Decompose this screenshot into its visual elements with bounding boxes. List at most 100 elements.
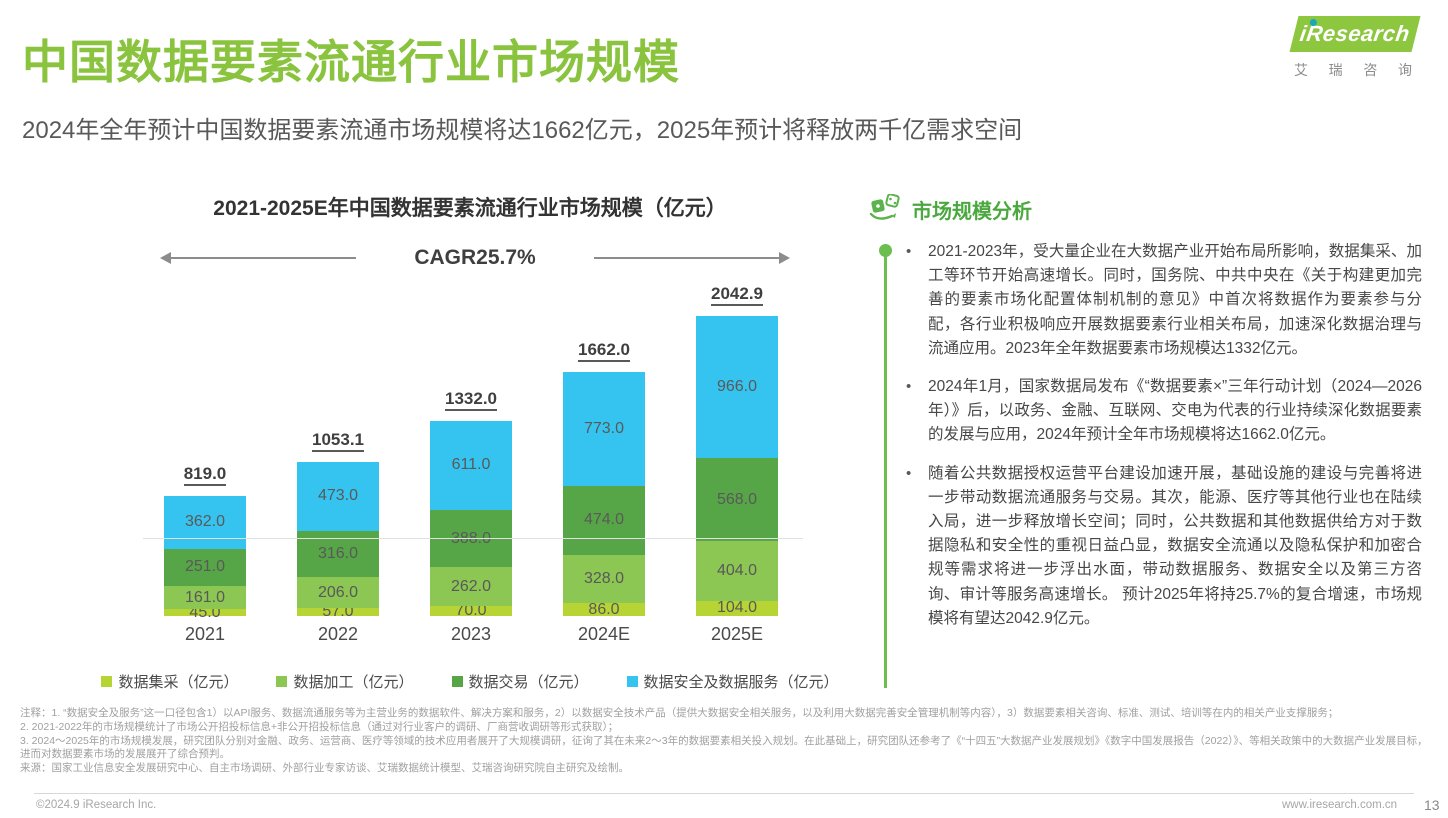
x-axis-label-2021: 2021 [184,624,226,644]
bar-segment-value: 316.0 [317,545,359,563]
bar-segment-value: 404.0 [716,562,758,580]
chart-title: 2021-2025E年中国数据要素流通行业市场规模（亿元） [213,197,727,220]
bar-segment: 362.0 [164,495,246,549]
bar-segment: 568.0 [696,458,778,542]
chart-section: 2021-2025E年中国数据要素流通行业市场规模（亿元） CAGR25.7% … [0,192,870,692]
logo-subtext: 艾瑞咨询 [1294,62,1412,78]
bullet-marker: • [906,464,912,482]
chart-legend: 数据集采（亿元） 数据加工（亿元） 数据交易（亿元） 数据安全及数据服务（亿元） [90,671,850,692]
bar-segment: 611.0 [430,420,512,511]
legend-swatch-icon [451,676,463,687]
legend-item: 数据集采（亿元） [101,671,238,692]
cagr-annotation: CAGR25.7% [160,246,791,270]
bullet-text: 2021-2023年，受大量企业在大数据产业开始布局所影响，数据集采、加工等环节… [928,243,1422,357]
bar-segment: 86.0 [563,600,645,618]
bar-segment: 45.0 [164,604,246,620]
legend-item: 数据加工（亿元） [276,671,414,692]
bar-segment-value: 206.0 [317,583,359,601]
bar-2021: 819.0 45.0 161.0 251.0 362.0 [164,463,246,620]
bar-segment: 161.0 [164,585,246,610]
analysis-heading-row: 市场规模分析 [868,194,1428,224]
bar-segment-value: 362.0 [184,513,226,531]
footnote-line: 3. 2024～2025年的市场规模发展，研究团队分别对金融、政务、运营商、医疗… [20,734,1428,761]
bar-segment: 474.0 [563,485,645,556]
bar-segment-value: 251.0 [184,558,226,576]
legend-swatch-icon [101,676,113,687]
bottom-divider [34,793,1414,794]
bar-segment-value: 611.0 [451,456,491,474]
cagr-label: CAGR25.7% [414,246,536,269]
logo-flag: iResearch [1289,16,1421,52]
analysis-bullet: • 随着公共数据授权运营平台建设加速开展，基础设施的建设与完善将进一步带动数据流通… [906,462,1422,631]
bar-segment: 206.0 [297,577,379,608]
bar-2025E: 2042.9 104.0 404.0 568.0 966.0 [696,284,778,616]
rail-dot [879,244,892,257]
x-axis-label-2024E: 2024E [577,624,631,644]
footnote-line: 2. 2021-2022年的市场规模统计了市场公开招投标信息+非公开招投标信息（… [20,720,619,733]
footnote-line: 来源：国家工业信息安全发展研究中心、自主市场调研、外部行业专家访谈、艾瑞数据统计… [20,762,629,775]
bar-segment: 328.0 [563,555,645,604]
legend-label: 数据安全及数据服务（亿元） [643,674,839,691]
plot-area: 819.0 45.0 161.0 251.0 362.0 1053.1 57.0 206.0 3… [164,270,778,620]
arrow-line-right [593,257,780,259]
copyright-text: ©2024.9 iResearch Inc. [36,799,157,811]
bar-total-label: 1053.1 [297,429,379,452]
bar-segment: 773.0 [563,372,645,486]
bar-segment-value: 773.0 [583,419,625,437]
arrow-line-left [171,257,357,259]
green-rail [879,244,892,688]
x-axis-line [143,538,803,539]
bullet-marker: • [906,243,912,260]
bar-2023: 1332.0 70.0 262.0 388.0 611.0 [430,388,512,619]
bar-total-label: 819.0 [164,463,246,486]
iresearch-logo: iResearch 艾瑞咨询 [1289,16,1422,80]
bar-segment-value: 86.0 [588,600,620,618]
analysis-heading: 市场规模分析 [912,200,1032,223]
bar-segment-value: 966.0 [716,378,758,396]
bar-segment: 262.0 [430,567,512,606]
bar-segment-value: 70.0 [455,601,487,619]
bullet-text: 随着公共数据授权运营平台建设加速开展，基础设施的建设与完善将进一步带动数据流通服… [928,464,1422,627]
analysis-bullets: • 2021-2023年，受大量企业在大数据产业开始布局所影响，数据集采、加工等环… [906,240,1422,631]
bar-segment: 57.0 [297,603,379,619]
bar-total-label: 1662.0 [563,340,645,363]
bar-segment-value: 473.0 [317,487,359,505]
legend-swatch-icon [626,676,638,687]
x-axis-labels: 2021 2022 2023 2024E 2025E [164,624,778,645]
analysis-bullet: • 2021-2023年，受大量企业在大数据产业开始布局所影响，数据集采、加工等环… [906,240,1422,361]
legend-item: 数据交易（亿元） [451,671,589,692]
arrow-right-icon [779,252,791,264]
logo-i-dot-icon [1309,19,1317,26]
bullet-text: 2024年1月，国家数据局发布《“数据要素×”三年行动计划（2024—2026年… [928,378,1422,444]
x-axis-label-2022: 2022 [317,624,359,644]
page-subtitle: 2024年全年预计中国数据要素流通市场规模将达1662亿元，2025年预计将释放… [22,117,1023,144]
bar-segment-value: 161.0 [184,588,226,606]
bar-segment: 404.0 [696,541,778,601]
footnote-line: 注释：1. “数据安全及服务”这一口径包含1）以API服务、数据流通服务等为主营… [20,707,1339,719]
bullet-marker: • [906,378,912,396]
analysis-icon [869,194,900,220]
x-axis-label-2023: 2023 [450,624,492,644]
bar-segment: 70.0 [430,601,512,619]
legend-label: 数据加工（亿元） [293,674,414,691]
arrow-left-icon [160,252,171,264]
bar-segment-value: 568.0 [716,490,758,508]
bar-segment-value: 262.0 [450,577,492,595]
legend-swatch-icon [276,676,288,687]
legend-item: 数据安全及数据服务（亿元） [626,671,839,692]
page-number: 13 [1424,797,1440,813]
bar-segment: 966.0 [696,316,778,459]
bar-segment-value: 328.0 [583,570,625,588]
legend-label: 数据集采（亿元） [118,674,239,691]
bar-segment: 473.0 [297,461,379,531]
bar-segment-value: 474.0 [583,511,625,529]
bar-total-label: 2042.9 [696,284,778,307]
website-link[interactable]: www.iresearch.com.cn [1282,799,1398,811]
analysis-bullet: • 2024年1月，国家数据局发布《“数据要素×”三年行动计划（2024—2026… [906,375,1422,448]
footnotes: 注释：1. “数据安全及服务”这一口径包含1）以API服务、数据流通服务等为主营… [20,707,1432,776]
x-axis-label-2025E: 2025E [710,624,764,644]
bar-2024E: 1662.0 86.0 328.0 474.0 773.0 [563,340,645,618]
analysis-panel: 市场规模分析 • 2021-2023年，受大量企业在大数据产业开始布局所影响，数据… [868,194,1428,688]
bar-segment: 251.0 [164,548,246,586]
